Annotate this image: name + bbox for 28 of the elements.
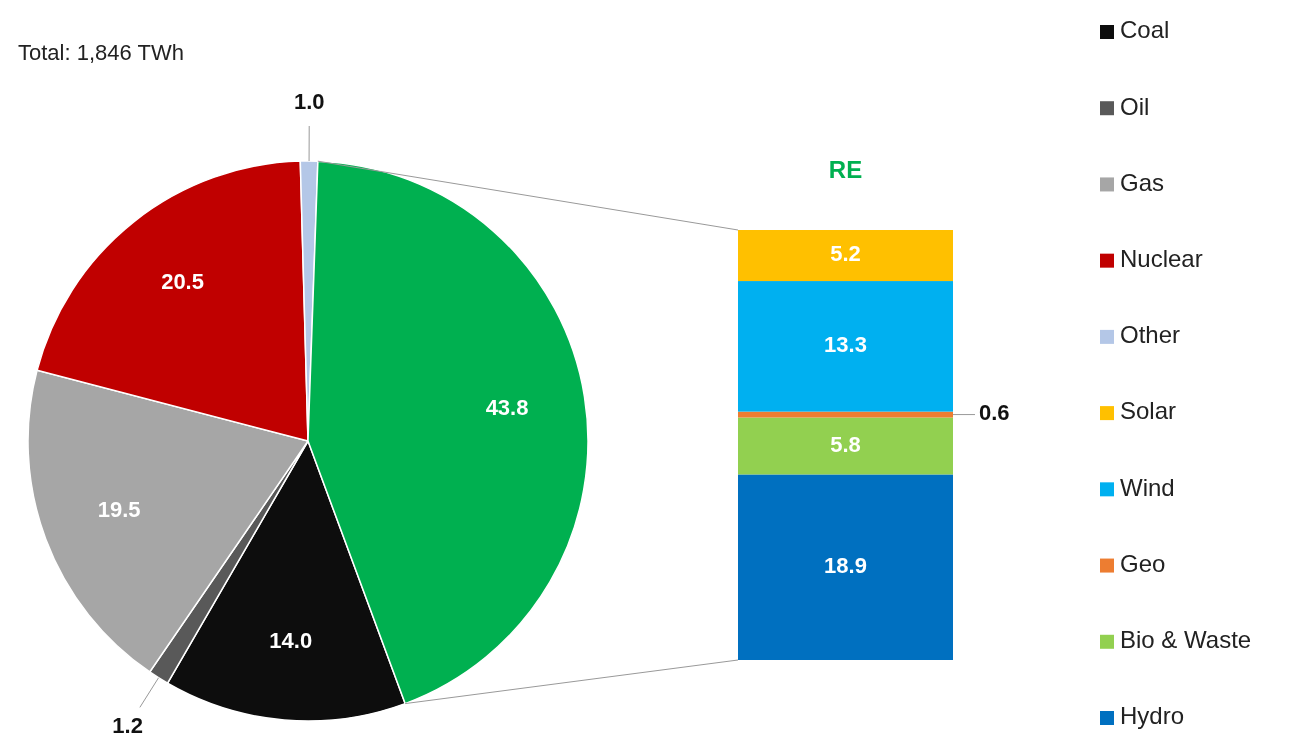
legend-label: Gas — [1120, 168, 1165, 196]
data-label: 0.6 — [979, 400, 1010, 426]
data-label: 5.8 — [830, 431, 861, 457]
data-label: 13.3 — [824, 332, 867, 358]
data-label: 1.0 — [294, 88, 325, 114]
text: Total: 1,846 TWh — [18, 40, 184, 65]
bar — [738, 281, 953, 412]
legend-label: Geo — [1120, 549, 1166, 577]
bar — [738, 230, 953, 282]
data-label: 43.8 — [485, 394, 529, 420]
data-label: 5.2 — [830, 241, 861, 267]
legend-label: Other — [1120, 321, 1181, 349]
data-label: 19.5 — [97, 497, 141, 523]
legend-label: Oil — [1120, 92, 1150, 120]
legend-label: Hydro — [1120, 702, 1185, 730]
data-label: 18.9 — [824, 553, 867, 579]
bar — [738, 417, 953, 475]
bar — [738, 474, 953, 660]
bar — [738, 411, 953, 418]
data-label: 1.2 — [112, 712, 143, 738]
legend-label: Bio & Waste — [1120, 626, 1252, 654]
legend-label: Nuclear — [1120, 245, 1203, 273]
chart-title: RE — [828, 156, 863, 183]
data-label: 14.0 — [269, 627, 313, 653]
data-label: 20.5 — [161, 268, 204, 294]
legend-label: Coal — [1120, 16, 1170, 44]
legend-label: Solar — [1120, 397, 1177, 425]
legend-label: Wind — [1120, 473, 1175, 501]
